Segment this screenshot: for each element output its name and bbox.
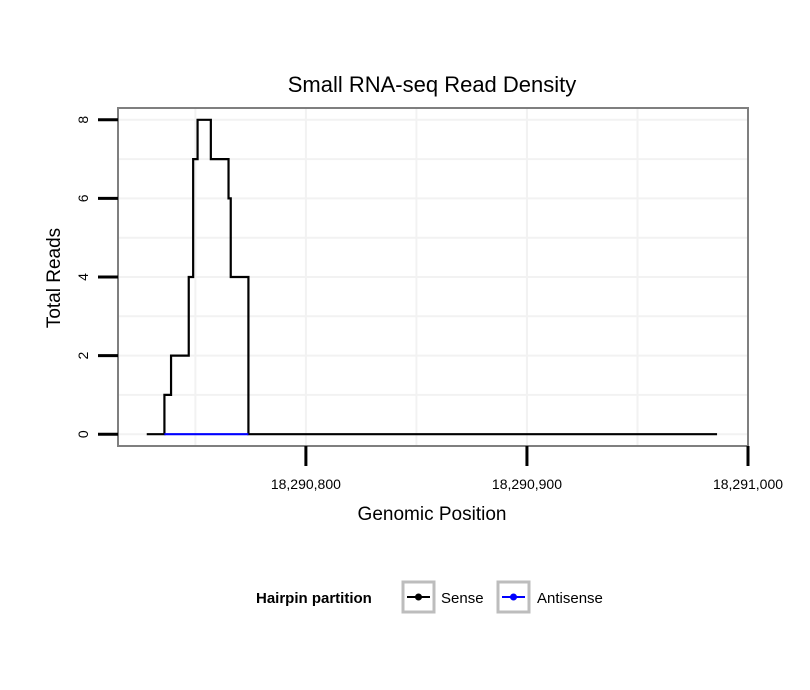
x-tick-label: 18,290,800 xyxy=(271,476,341,492)
x-tick-label: 18,290,900 xyxy=(492,476,562,492)
y-axis-title: Total Reads xyxy=(44,228,65,328)
legend: Hairpin partition Sense Antisense xyxy=(256,580,603,614)
legend-title: Hairpin partition xyxy=(256,590,372,607)
y-axis: 0 2 4 6 8 xyxy=(75,116,118,438)
y-tick-label: 6 xyxy=(75,194,91,202)
x-axis-title: Genomic Position xyxy=(358,504,507,525)
chart-title: Small RNA-seq Read Density xyxy=(288,72,577,97)
x-axis: 18,290,800 18,290,900 18,291,000 xyxy=(271,446,783,492)
x-tick-label: 18,291,000 xyxy=(713,476,783,492)
legend-dot-sense xyxy=(415,593,422,601)
legend-dot-antisense xyxy=(510,593,517,601)
legend-label-antisense: Antisense xyxy=(537,590,603,607)
y-tick-label: 0 xyxy=(75,430,91,438)
y-tick-label: 8 xyxy=(75,116,91,124)
y-tick-label: 2 xyxy=(75,352,91,360)
series-line-sense xyxy=(146,118,718,436)
grid xyxy=(118,108,749,446)
series-layer xyxy=(146,118,718,436)
y-tick-label: 4 xyxy=(75,273,91,281)
legend-label-sense: Sense xyxy=(441,590,484,607)
